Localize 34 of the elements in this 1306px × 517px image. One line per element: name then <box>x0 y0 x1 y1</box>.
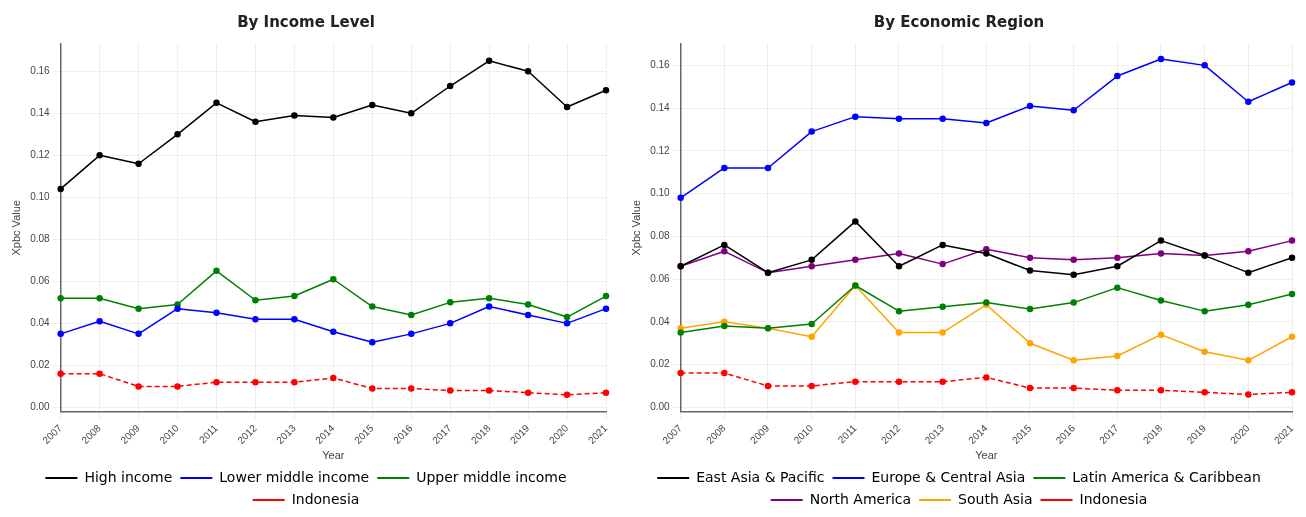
y-axis-title: Xpbc Value <box>629 200 642 256</box>
legend-label: East Asia & Pacific <box>696 468 825 485</box>
y-axis-title: Xpbc Value <box>9 200 22 256</box>
y-tick-label: 0.06 <box>650 272 671 284</box>
y-tick-label: 0.00 <box>30 401 51 413</box>
y-tick-label: 0.06 <box>30 275 51 287</box>
y-tick-label: 0.02 <box>650 358 671 370</box>
y-tick-label: 0.12 <box>650 144 671 156</box>
legend-label: Europe & Central Asia <box>871 468 1026 485</box>
legend-label: South Asia <box>958 490 1033 507</box>
y-tick-label: 0.04 <box>30 317 51 329</box>
y-tick-label: 0.16 <box>650 59 671 71</box>
legend-label: Indonesia <box>291 490 360 507</box>
y-tick-label: 0.10 <box>650 187 671 199</box>
y-tick-label: 0.02 <box>30 359 51 371</box>
x-axis-title: Year <box>322 449 345 462</box>
x-axis-title: Year <box>975 449 998 462</box>
legend-label: Lower middle income <box>219 468 370 485</box>
legend-label: North America <box>809 490 912 507</box>
y-tick-label: 0.08 <box>30 233 51 245</box>
y-tick-label: 0.12 <box>30 149 51 161</box>
legend-label: Indonesia <box>1079 490 1148 507</box>
chart-title: By Economic Region <box>873 12 1045 31</box>
y-tick-label: 0.10 <box>30 191 51 203</box>
legend-label: Upper middle income <box>416 468 567 485</box>
y-tick-label: 0.16 <box>30 65 51 77</box>
y-tick-label: 0.14 <box>30 107 51 119</box>
y-tick-label: 0.08 <box>650 230 671 242</box>
y-tick-label: 0.14 <box>650 101 671 113</box>
legend-label: Latin America & Caribbean <box>1072 468 1261 485</box>
chart-title: By Income Level <box>237 12 375 31</box>
y-tick-label: 0.04 <box>650 315 671 327</box>
legend-label: High income <box>84 468 173 485</box>
y-tick-label: 0.00 <box>650 401 671 413</box>
